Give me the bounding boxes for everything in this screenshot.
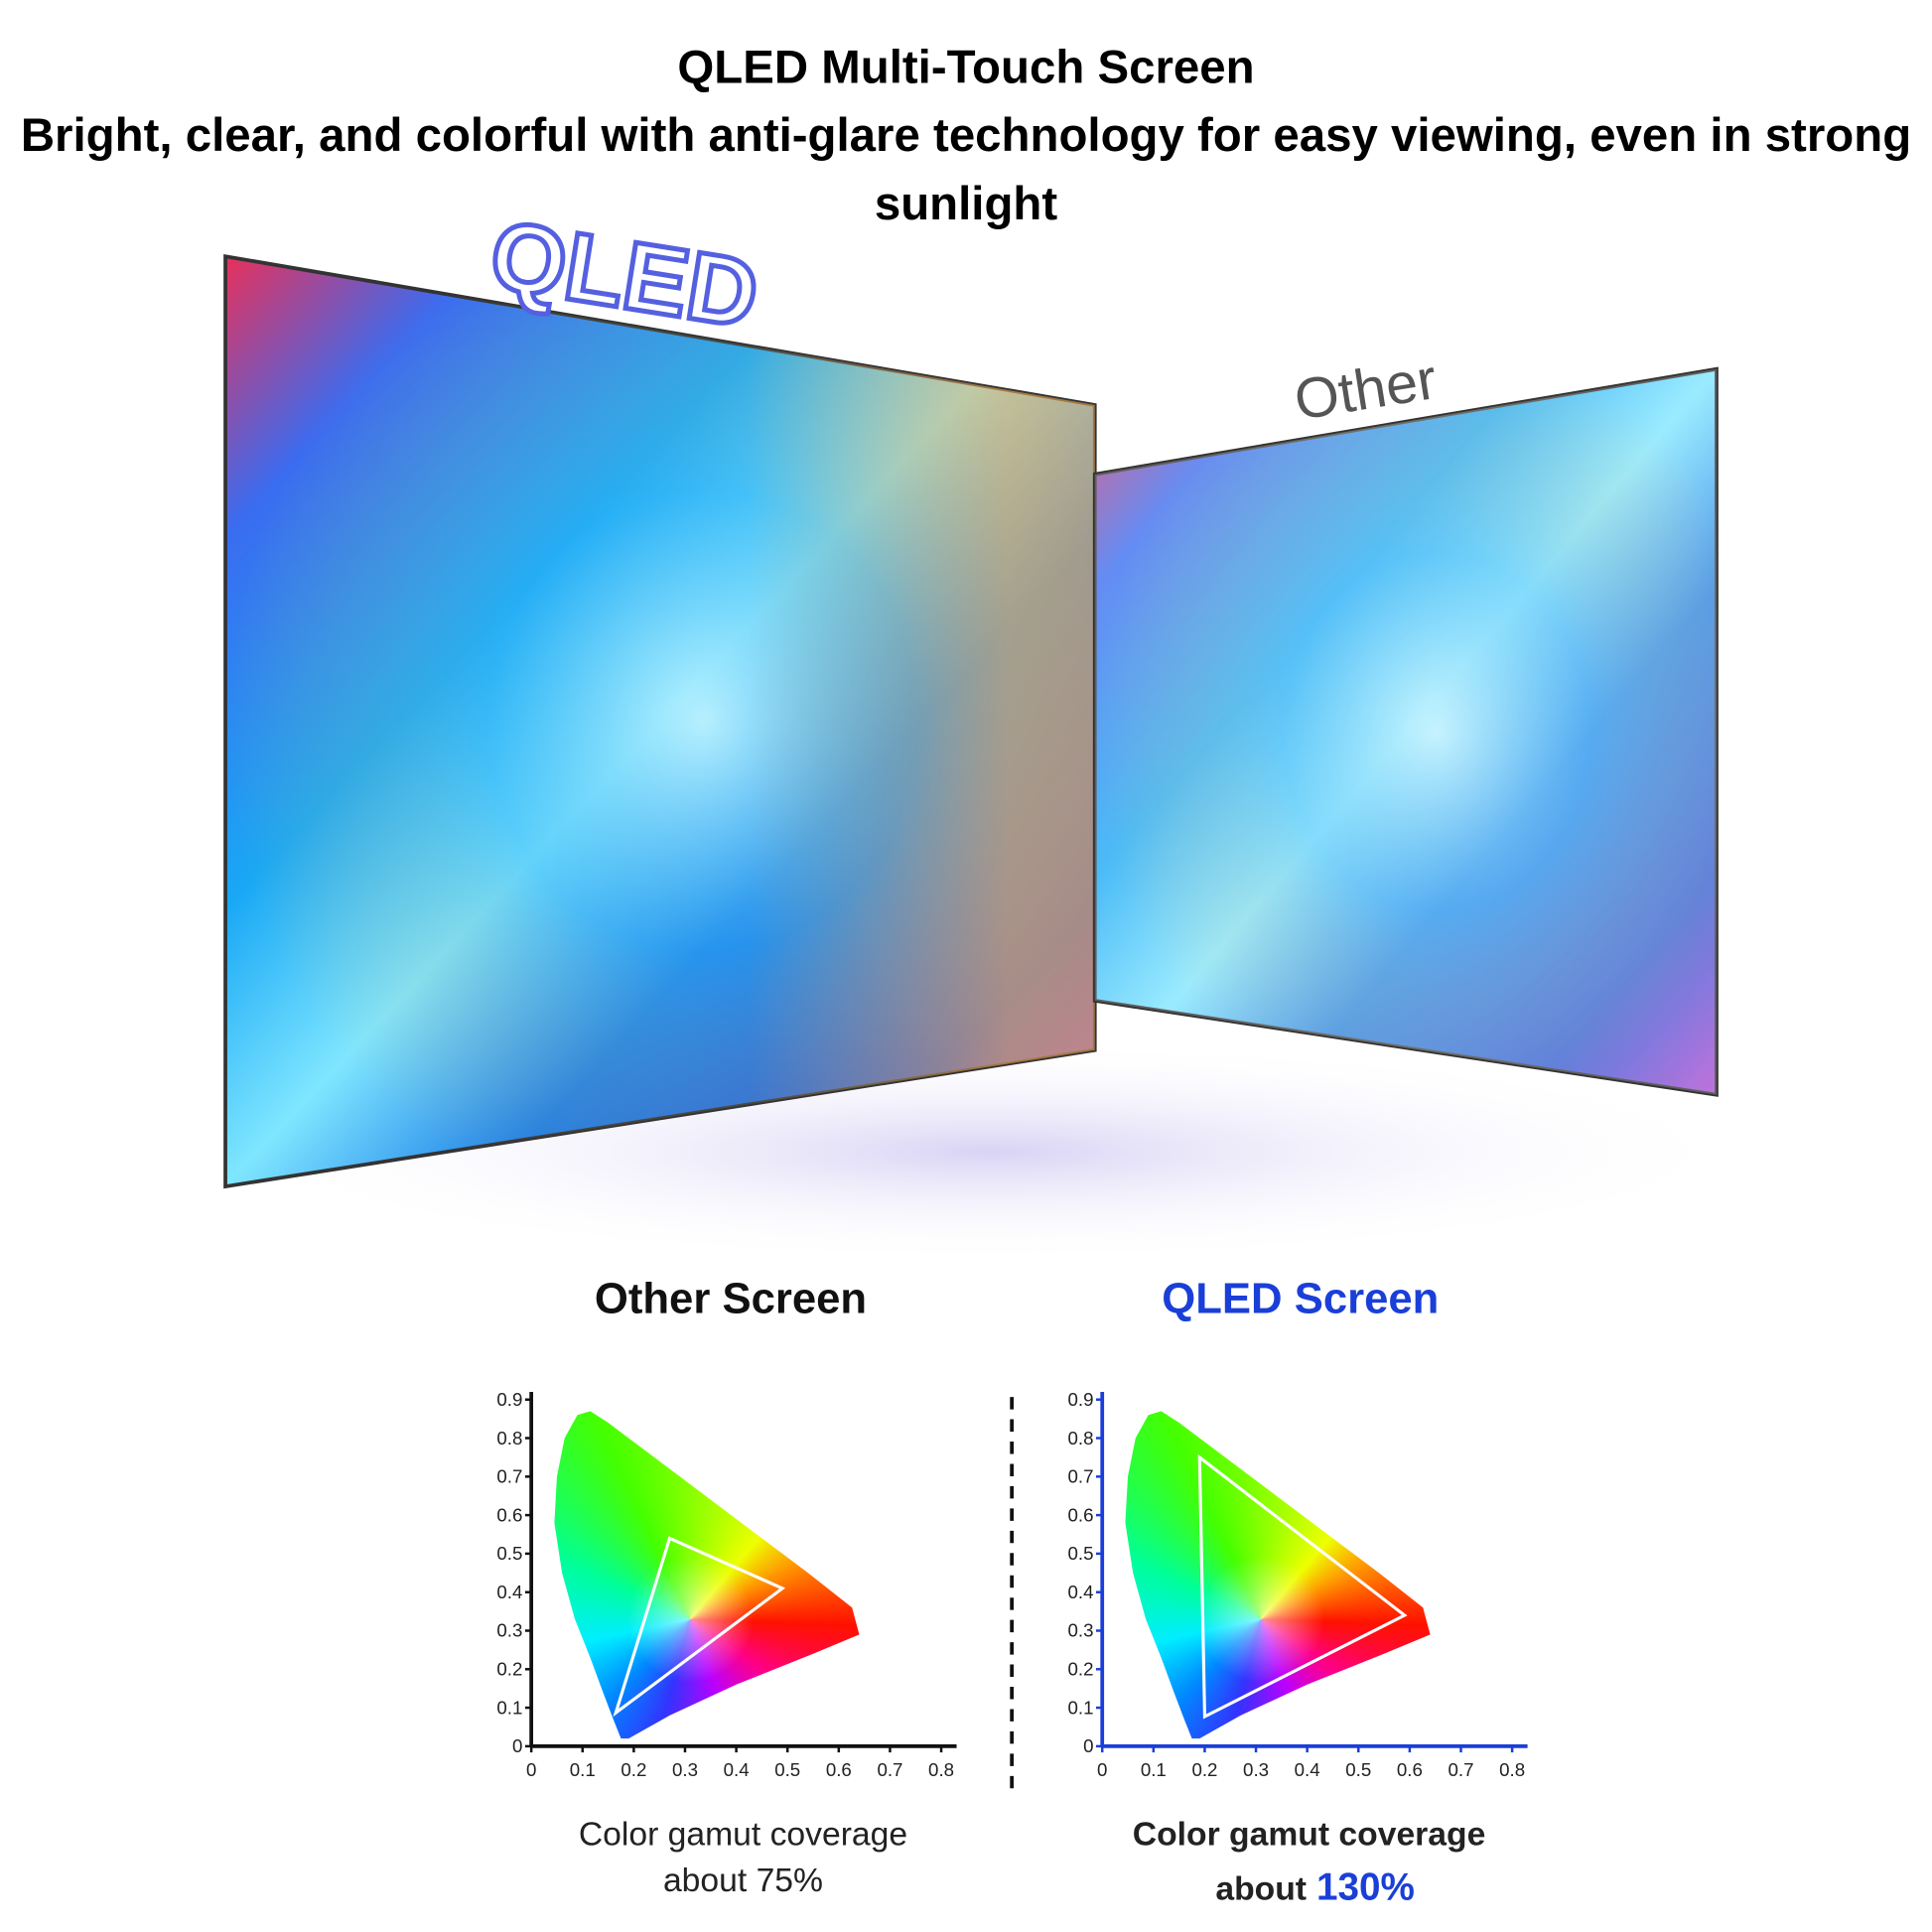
y-tick-label: 0.7 xyxy=(1067,1466,1093,1487)
x-tick-label: 0.6 xyxy=(1397,1759,1423,1780)
caption: Color gamut coverage xyxy=(1133,1817,1486,1854)
y-tick-label: 0.3 xyxy=(1067,1620,1093,1641)
gamut-area xyxy=(1125,1411,1431,1739)
gamut-area xyxy=(554,1411,860,1739)
x-tick-label: 0 xyxy=(526,1759,536,1780)
x-tick-label: 0.7 xyxy=(877,1759,902,1780)
y-tick-label: 0.1 xyxy=(1067,1697,1093,1718)
x-tick-label: 0.8 xyxy=(1499,1759,1525,1780)
subtitle: Bright, clear, and colorful with anti-gl… xyxy=(20,110,1912,231)
screen-glow xyxy=(1094,368,1717,1095)
y-tick-label: 0.8 xyxy=(496,1428,522,1449)
chart-heading: QLED Screen xyxy=(1162,1274,1439,1322)
caption: about xyxy=(1215,1871,1307,1908)
y-tick-label: 0.2 xyxy=(1067,1659,1093,1680)
y-tick-label: 0.4 xyxy=(1067,1582,1093,1602)
y-tick-label: 0.9 xyxy=(496,1389,522,1410)
y-tick-label: 0 xyxy=(512,1735,522,1756)
caption: about 75% xyxy=(663,1863,823,1899)
y-tick-label: 0.3 xyxy=(496,1620,522,1641)
gamut-fill xyxy=(554,1411,860,1739)
other-screen xyxy=(1092,366,1719,1097)
y-tick-label: 0.7 xyxy=(496,1466,522,1487)
x-tick-label: 0.7 xyxy=(1449,1759,1474,1780)
qled-screen xyxy=(223,254,1097,1189)
x-tick-label: 0.5 xyxy=(1345,1759,1371,1780)
x-tick-label: 0.4 xyxy=(1295,1759,1320,1780)
y-tick-label: 0.4 xyxy=(496,1582,522,1602)
y-tick-label: 0.9 xyxy=(1067,1389,1093,1410)
caption: Color gamut coverage xyxy=(579,1817,907,1854)
x-tick-label: 0 xyxy=(1097,1759,1107,1780)
gamut-triangle xyxy=(1197,1453,1408,1720)
y-tick-label: 0.8 xyxy=(1067,1428,1093,1449)
y-tick-label: 0.2 xyxy=(496,1659,522,1680)
x-tick-label: 0.4 xyxy=(724,1759,750,1780)
y-tick-label: 0.6 xyxy=(496,1504,522,1525)
header: QLED Multi-Touch Screen Bright, clear, a… xyxy=(12,35,1919,239)
header-text: QLED Multi-Touch Screen Bright, clear, a… xyxy=(12,35,1919,239)
y-tick-label: 0.5 xyxy=(496,1543,522,1564)
chart-heading: Other Screen xyxy=(595,1274,867,1322)
x-tick-label: 0.2 xyxy=(621,1759,646,1780)
x-tick-label: 0.1 xyxy=(1141,1759,1167,1780)
x-tick-label: 0.8 xyxy=(928,1759,954,1780)
x-tick-label: 0.1 xyxy=(570,1759,596,1780)
screen-wash xyxy=(1094,368,1717,1095)
caption-value: 130% xyxy=(1316,1866,1415,1909)
x-tick-label: 0.2 xyxy=(1191,1759,1217,1780)
x-tick-label: 0.6 xyxy=(826,1759,852,1780)
gamut-triangle xyxy=(613,1536,786,1718)
y-tick-label: 0.1 xyxy=(496,1697,522,1718)
y-tick-label: 0.6 xyxy=(1067,1504,1093,1525)
x-tick-label: 0.5 xyxy=(774,1759,800,1780)
x-tick-label: 0.3 xyxy=(1243,1759,1269,1780)
screen-warm xyxy=(225,256,1095,1187)
x-tick-label: 0.3 xyxy=(672,1759,698,1780)
title: QLED Multi-Touch Screen xyxy=(677,42,1255,94)
y-tick-label: 0.5 xyxy=(1067,1543,1093,1564)
y-tick-label: 0 xyxy=(1083,1735,1093,1756)
gamut-fill xyxy=(1125,1411,1431,1739)
